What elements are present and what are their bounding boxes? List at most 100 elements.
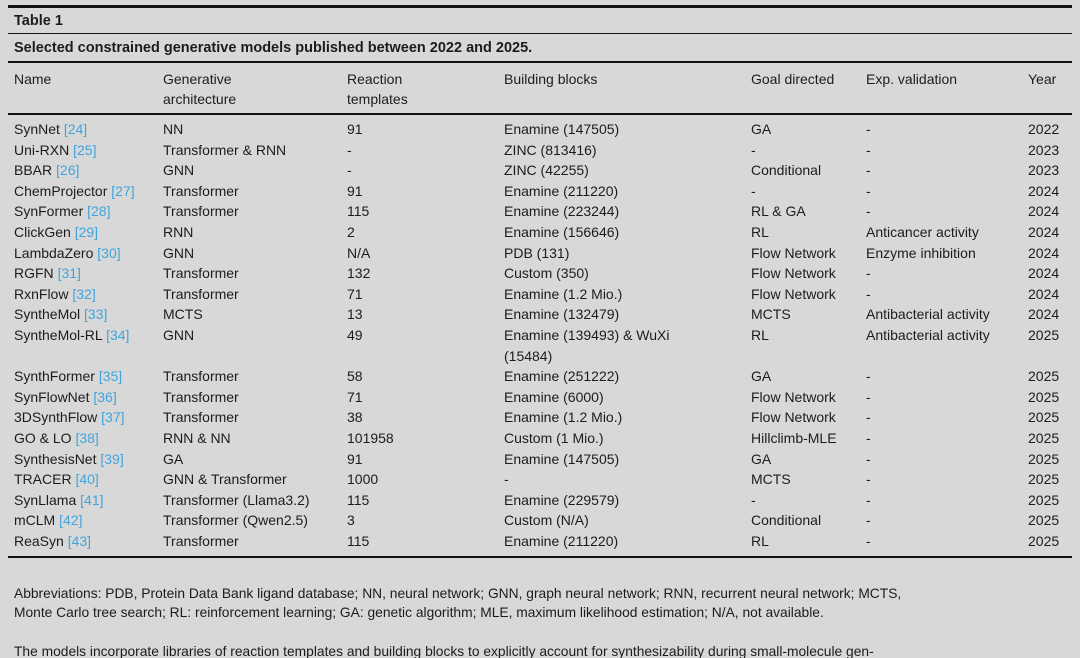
citation-link[interactable]: [39] <box>100 450 124 467</box>
architecture-cell: Transformer <box>163 409 239 426</box>
architecture-cell: Transformer & RNN <box>163 141 287 158</box>
building-blocks-cell: Enamine (229579) <box>504 491 620 508</box>
architecture-cell: GNN <box>163 244 195 261</box>
reaction-templates-cell: 132 <box>347 265 371 282</box>
citation-link[interactable]: [32] <box>72 285 96 302</box>
building-blocks-cell: Enamine (1.2 Mio.) <box>504 409 623 426</box>
goal-directed-cell: Flow Network <box>751 285 836 302</box>
reaction-templates-cell: 101958 <box>347 429 394 446</box>
table-row: SynFlowNet [36] Transformer 71 Enamine (… <box>8 387 1072 408</box>
exp-validation-cell: - <box>866 368 871 385</box>
table-row: RGFN [31] Transformer 132 Custom (350) F… <box>8 263 1072 284</box>
citation-link[interactable]: [36] <box>93 388 117 405</box>
year-cell: 2023 <box>1028 162 1060 179</box>
reaction-templates-cell: 38 <box>347 409 363 426</box>
table-row: mCLM [42] Transformer (Qwen2.5) 3 Custom… <box>8 510 1072 531</box>
reaction-templates-cell: 13 <box>347 306 363 323</box>
citation-link[interactable]: [33] <box>84 306 108 323</box>
building-blocks-cell: Enamine (223244) <box>504 203 620 220</box>
model-name: LambdaZero <box>14 244 94 261</box>
building-blocks-cell: Custom (N/A) <box>504 512 589 529</box>
model-name: RxnFlow <box>14 285 69 302</box>
table-row: SynNet [24] NN 91 Enamine (147505) GA - … <box>8 119 1072 140</box>
reaction-templates-cell: 2 <box>347 223 355 240</box>
table-row: SyntheMol-RL [34] GNN 49 Enamine (139493… <box>8 325 1072 366</box>
model-name: mCLM <box>14 512 56 529</box>
architecture-cell: Transformer <box>163 265 239 282</box>
top-rule <box>8 5 1072 8</box>
year-cell: 2024 <box>1028 265 1060 282</box>
building-blocks-cell: PDB (131) <box>504 244 570 261</box>
citation-link[interactable]: [42] <box>59 512 83 529</box>
footnote-description: The models incorporate libraries of reac… <box>14 644 874 658</box>
citation-link[interactable]: [24] <box>63 121 88 137</box>
architecture-cell: Transformer <box>163 388 239 405</box>
exp-validation-cell: - <box>866 121 871 137</box>
citation-link[interactable]: [34] <box>106 326 130 343</box>
citation-link[interactable]: [31] <box>57 265 81 282</box>
goal-directed-cell: Flow Network <box>751 244 836 261</box>
model-name-cell: SynthesisNet [39] <box>14 449 163 470</box>
table-row: SynLlama [41] Transformer (Llama3.2) 115… <box>8 490 1072 511</box>
caption-divider-rule <box>8 61 1072 63</box>
citation-link[interactable]: [41] <box>80 491 104 508</box>
exp-validation-cell: - <box>866 162 871 179</box>
table-row: ReaSyn [43] Transformer 115 Enamine (211… <box>8 531 1072 552</box>
citation-link[interactable]: [25] <box>73 141 97 158</box>
architecture-cell: Transformer (Qwen2.5) <box>163 512 308 529</box>
year-cell: 2025 <box>1028 326 1060 343</box>
model-name: ReaSyn <box>14 532 64 549</box>
model-name-cell: ChemProjector [27] <box>14 181 163 202</box>
year-cell: 2025 <box>1028 409 1060 426</box>
citation-link[interactable]: [37] <box>101 409 125 426</box>
exp-validation-cell: Antibacterial activity <box>866 326 990 343</box>
column-header-year: Year <box>1028 70 1057 87</box>
architecture-cell: Transformer <box>163 182 239 199</box>
citation-link[interactable]: [30] <box>97 244 121 261</box>
architecture-cell: GNN <box>163 326 195 343</box>
reaction-templates-cell: 49 <box>347 326 363 343</box>
model-name: Uni-RXN <box>14 141 70 158</box>
model-name-cell: SyntheMol-RL [34] <box>14 325 163 346</box>
model-name: BBAR <box>14 162 53 179</box>
citation-link[interactable]: [28] <box>87 203 111 220</box>
citation-link[interactable]: [29] <box>74 223 99 240</box>
reaction-templates-cell: 71 <box>347 388 363 405</box>
year-cell: 2025 <box>1028 471 1060 488</box>
table-row: Uni-RXN [25] Transformer & RNN - ZINC (8… <box>8 140 1072 161</box>
citation-link[interactable]: [35] <box>98 368 123 385</box>
building-blocks-cell: Enamine (211220) <box>504 532 619 549</box>
column-header-reaction-templates: Reaction templates <box>347 70 408 107</box>
model-name-cell: SynFormer [28] <box>14 201 163 222</box>
goal-directed-cell: Conditional <box>751 512 822 529</box>
header-divider-rule <box>8 112 1072 115</box>
exp-validation-cell: Anticancer activity <box>866 223 979 240</box>
citation-link[interactable]: [43] <box>67 532 92 549</box>
citation-link[interactable]: [26] <box>56 162 80 179</box>
model-name-cell: SynthFormer [35] <box>14 366 163 387</box>
year-cell: 2025 <box>1028 388 1060 405</box>
architecture-cell: RNN <box>163 223 194 240</box>
goal-directed-cell: RL <box>751 532 769 549</box>
building-blocks-cell: Enamine (156646) <box>504 223 620 240</box>
reaction-templates-cell: N/A <box>347 244 371 261</box>
citation-link[interactable]: [38] <box>75 429 99 446</box>
exp-validation-cell: - <box>866 512 871 529</box>
table-header-row: Name Generative architecture Reaction te… <box>8 63 1072 113</box>
exp-validation-cell: - <box>866 285 871 302</box>
citation-link[interactable]: [40] <box>75 471 99 488</box>
citation-link[interactable]: [27] <box>111 182 135 199</box>
goal-directed-cell: Flow Network <box>751 388 836 405</box>
table-row: RxnFlow [32] Transformer 71 Enamine (1.2… <box>8 284 1072 305</box>
exp-validation-cell: - <box>866 450 871 467</box>
column-header-exp-validation: Exp. validation <box>866 70 958 87</box>
goal-directed-cell: MCTS <box>751 471 791 488</box>
architecture-cell: NN <box>163 121 184 137</box>
year-cell: 2025 <box>1028 512 1060 529</box>
model-name-cell: LambdaZero [30] <box>14 243 163 264</box>
reaction-templates-cell: - <box>347 141 352 158</box>
table-row: BBAR [26] GNN - ZINC (42255) Conditional… <box>8 160 1072 181</box>
architecture-cell: RNN & NN <box>163 429 231 446</box>
building-blocks-cell: Enamine (132479) <box>504 306 620 323</box>
table-row: LambdaZero [30] GNN N/A PDB (131) Flow N… <box>8 243 1072 264</box>
